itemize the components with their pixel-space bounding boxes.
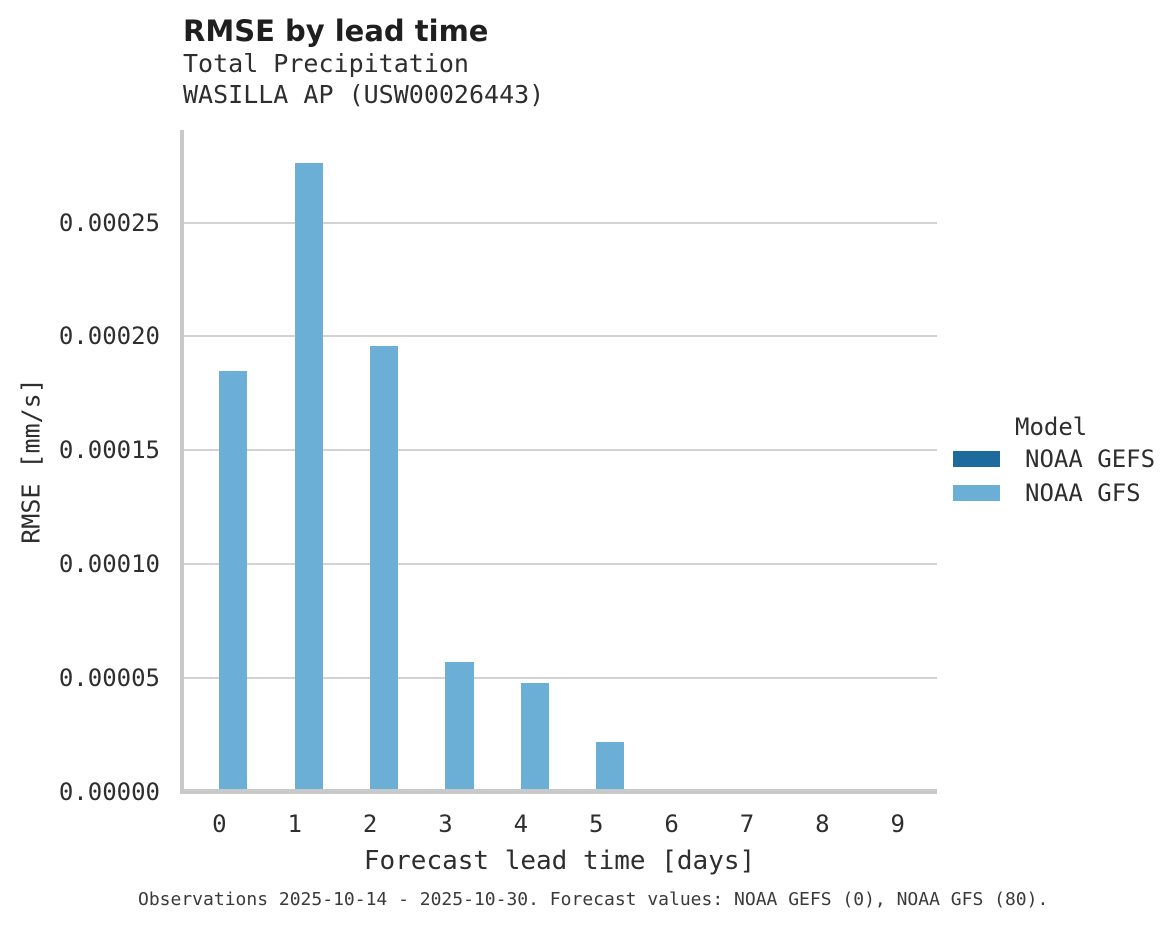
y-gridline-0.00020 [182,335,937,338]
y-tick-label-0.00000: 0.00000 [58,778,160,806]
legend-label-noaa-gefs: NOAA GEFS [1025,445,1156,473]
y-tick-label-0.00020: 0.00020 [58,322,160,351]
bar-noaa-gfs-lead-5 [596,741,625,792]
caption: Observations 2025-10-14 - 2025-10-30. Fo… [138,889,1049,910]
y-axis-spine [180,130,184,794]
legend-item-noaa-gefs: NOAA GEFS [953,442,1155,476]
y-tick-label-0.00005: 0.00005 [58,664,160,693]
legend-swatch-noaa-gefs [953,451,1000,467]
x-tick-label-5: 5 [588,810,604,838]
y-gridline-0.00015 [182,449,937,452]
y-tick-label-0.00010: 0.00010 [58,550,160,579]
y-gridline-0.00025 [182,221,937,224]
bar-noaa-gfs-lead-0 [219,370,248,792]
x-tick-label-1: 1 [287,810,302,838]
x-tick-label-8: 8 [815,810,830,838]
bar-noaa-gfs-lead-3 [445,662,474,792]
subtitle-variable: Total Precipitation [183,49,469,78]
legend: Model NOAA GEFS NOAA GFS [953,412,1155,510]
x-tick-label-9: 9 [890,810,905,838]
chart-subtitle: Total Precipitation WASILLA AP (USW000264… [183,48,544,110]
y-gridline-0.00010 [182,563,937,566]
y-tick-label-0.00025: 0.00025 [58,208,160,237]
y-gridline-0.00005 [182,677,937,680]
chart-title: RMSE by lead time [183,14,489,48]
x-tick-label-4: 4 [513,810,529,838]
legend-item-noaa-gfs: NOAA GFS [953,476,1155,510]
x-axis-title: Forecast lead time [days] [363,846,756,876]
x-tick-label-6: 6 [664,810,679,838]
bar-noaa-gfs-lead-1 [294,163,323,792]
legend-label-noaa-gfs: NOAA GFS [1025,479,1141,507]
x-tick-label-0: 0 [212,810,227,838]
subtitle-station: WASILLA AP (USW00026443) [183,80,545,109]
x-tick-label-7: 7 [739,810,755,838]
bar-noaa-gfs-lead-2 [370,345,399,792]
legend-swatch-noaa-gfs [953,485,1000,501]
bar-noaa-gfs-lead-4 [520,682,549,792]
y-tick-label-0.00015: 0.00015 [58,436,160,465]
x-tick-label-3: 3 [438,810,453,838]
legend-title: Model [1015,413,1088,441]
x-tick-label-2: 2 [362,810,378,838]
x-axis-line [180,789,937,794]
